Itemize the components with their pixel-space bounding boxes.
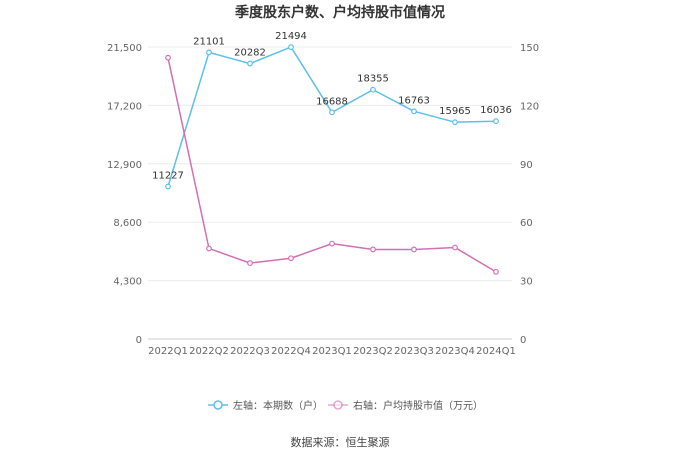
legend-item-1[interactable]: 左轴：本期数（户） [208,399,323,412]
right-tick-label: 60 [520,218,533,229]
data-point[interactable] [411,108,417,115]
data-point[interactable] [165,183,171,190]
series-layer: 11227 21101 20282 21494 16688 18355 16763 15965… [152,31,512,275]
x-axis-ticks: 2022Q1 2022Q2 2022Q3 2022Q4 2023Q1 2023Q2 2023… [148,346,516,357]
data-label: 21494 [275,31,307,42]
legend[interactable]: 左轴：本期数（户） 右轴：户均持股市值（万元） [208,399,483,412]
left-axis-ticks: 0 4,300 8,600 12,900 17,200 21,500 [107,43,142,346]
legend-marker [333,400,343,410]
series-2 [165,54,499,275]
right-axis-ticks: 0 30 60 90 120 150 [520,43,539,346]
legend-label: 左轴：本期数（户） [233,399,323,412]
x-tick-label: 2023Q1 [312,346,352,357]
left-tick-label: 17,200 [107,101,142,112]
x-tick-label: 2023Q3 [394,346,434,357]
data-point[interactable] [247,60,253,67]
right-tick-label: 0 [520,335,526,346]
right-tick-label: 120 [520,101,539,112]
right-tick-label: 30 [520,277,533,288]
left-tick-label: 4,300 [113,277,142,288]
left-tick-label: 0 [136,335,142,346]
data-label: 15965 [439,106,471,117]
data-label: 16688 [316,96,348,107]
right-tick-label: 90 [520,160,533,171]
data-point[interactable] [165,54,171,61]
data-label: 16036 [480,105,512,116]
left-tick-label: 21,500 [107,43,142,54]
data-point[interactable] [329,240,335,247]
x-tick-label: 2022Q1 [148,346,188,357]
data-point[interactable] [288,255,294,262]
left-tick-label: 8,600 [113,218,142,229]
x-tick-label: 2024Q1 [476,346,516,357]
x-tick-label: 2023Q2 [353,346,393,357]
data-label: 21101 [193,36,225,47]
data-point[interactable] [452,119,458,126]
data-point[interactable] [452,244,458,251]
series-line [167,57,497,273]
x-tick-label: 2023Q4 [435,346,475,357]
series-1: 11227 21101 20282 21494 16688 18355 16763 15965… [152,31,512,190]
data-point[interactable] [411,246,417,253]
data-point[interactable] [206,49,212,56]
data-point[interactable] [370,246,376,253]
legend-item-2[interactable]: 右轴：户均持股市值（万元） [328,399,483,412]
legend-label: 右轴：户均持股市值（万元） [353,399,483,412]
data-point[interactable] [206,245,212,252]
data-label: 20282 [234,48,266,59]
x-tick-label: 2022Q3 [230,346,270,357]
chart-title: 季度股东户数、户均持股市值情况 [234,4,445,21]
data-label: 11227 [152,171,184,182]
data-point[interactable] [493,118,499,125]
data-point[interactable] [329,109,335,116]
data-point[interactable] [247,260,253,266]
data-point[interactable] [493,268,499,275]
grid-lines [148,46,512,340]
x-tick-label: 2022Q4 [271,346,311,357]
data-point[interactable] [370,86,376,93]
data-source: 数据来源：恒生聚源 [291,435,390,449]
right-tick-label: 150 [520,43,539,54]
data-label: 16763 [398,95,430,106]
data-point[interactable] [288,44,294,50]
data-label: 18355 [357,74,389,85]
x-tick-label: 2022Q2 [189,346,229,357]
legend-marker [213,400,223,410]
left-tick-label: 12,900 [107,160,142,171]
